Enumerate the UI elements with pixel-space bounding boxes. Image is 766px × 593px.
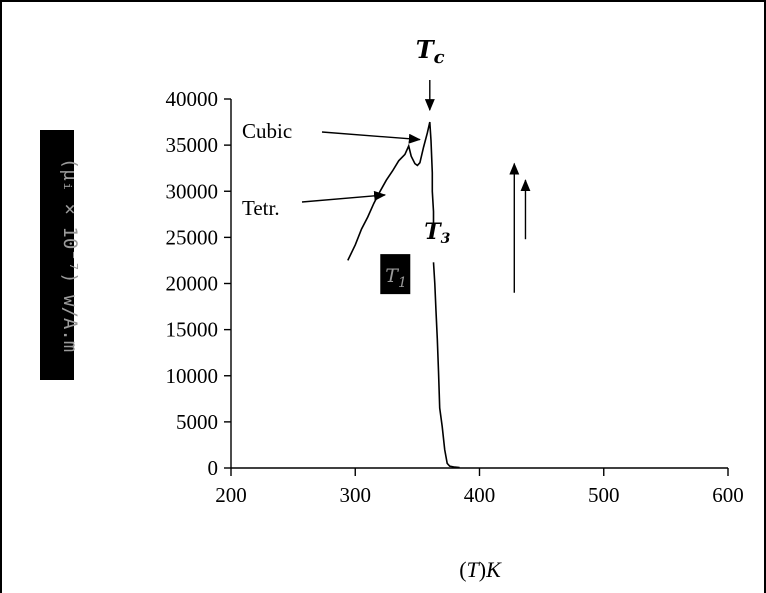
x-axis-title: (T)K (459, 557, 502, 582)
y-axis-title-box (40, 130, 74, 380)
x-tick-label: 400 (464, 483, 496, 507)
annotation-cubic-arrow (321, 131, 421, 144)
x-axis: 200 300 400 500 600 (215, 467, 744, 507)
x-tick-label: 600 (712, 483, 744, 507)
y-axis: 0 5000 10000 15000 20000 25000 30000 35000 40000 (166, 87, 232, 480)
annotation-t3: T3 (424, 219, 450, 247)
y-tick-label: 0 (208, 456, 219, 480)
annotation-tc: Tc (416, 35, 445, 68)
y-tick-label: 30000 (166, 179, 219, 203)
annotation-cubic: Cubic (242, 119, 292, 143)
annotation-t1-box (380, 254, 411, 295)
y-tick-label: 35000 (166, 133, 219, 157)
series-line-2 (432, 262, 460, 469)
y-tick-label: 40000 (166, 87, 219, 111)
series-line-1 (347, 121, 435, 261)
data-series (347, 121, 460, 469)
y-tick-label: 25000 (166, 225, 219, 249)
y-tick-label: 15000 (166, 318, 219, 342)
y-tick-label: 10000 (166, 364, 219, 388)
y-axis-title-text: (μᵢ × 10⁻⁷) w/A.m (59, 158, 81, 352)
y-axis-title: (μᵢ × 10⁻⁷) w/A.m (40, 130, 81, 380)
x-tick-label: 200 (215, 483, 247, 507)
y-tick-label: 20000 (166, 272, 219, 296)
x-tick-label: 500 (588, 483, 620, 507)
annotation-tetr-arrow (301, 190, 387, 203)
y-tick-label: 5000 (176, 410, 218, 434)
annotation-tetr: Tetr. (242, 196, 280, 220)
x-tick-label: 300 (340, 483, 372, 507)
